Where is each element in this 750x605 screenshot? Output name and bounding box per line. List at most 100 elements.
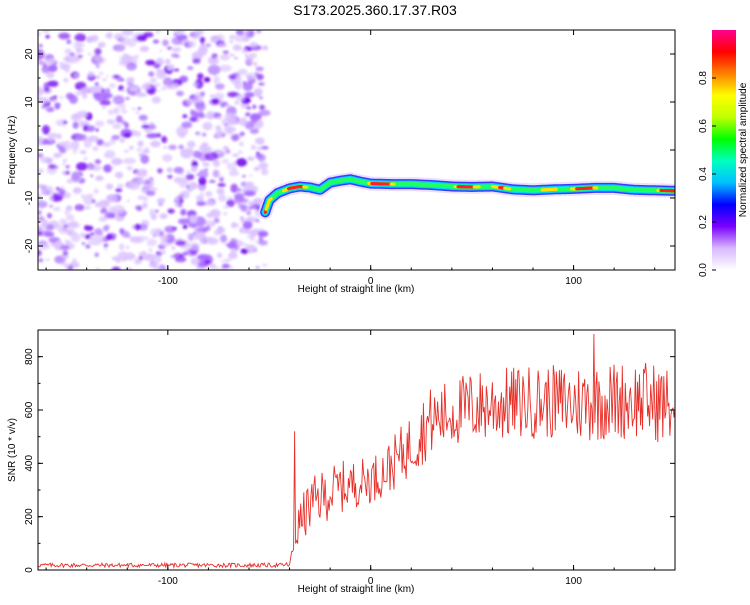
noise-blob <box>70 220 77 228</box>
noise-blob <box>95 159 101 164</box>
noise-blob <box>158 200 162 204</box>
ridge-hot-segment <box>270 199 271 200</box>
noise-blob <box>226 199 235 207</box>
noise-blob <box>254 88 263 96</box>
noise-blob <box>146 190 156 196</box>
noise-blob <box>186 174 194 181</box>
noise-blob <box>208 65 221 75</box>
noise-blob <box>245 182 254 187</box>
noise-blob <box>123 158 136 164</box>
noise-blob <box>126 77 134 83</box>
noise-blob <box>231 135 239 142</box>
noise-blob <box>234 57 238 59</box>
noise-blob <box>126 83 131 87</box>
noise-blob <box>64 210 69 216</box>
colorbar-tick-label: 0.0 <box>698 263 709 277</box>
noise-blob <box>192 58 200 64</box>
noise-blob <box>220 104 225 107</box>
noise-blob <box>83 157 87 160</box>
noise-blob <box>211 210 217 213</box>
noise-blob <box>202 133 207 137</box>
noise-blob <box>138 195 145 200</box>
noise-blob <box>140 180 144 185</box>
noise-blob <box>65 165 70 168</box>
noise-blob <box>167 47 172 50</box>
noise-blob <box>47 80 58 87</box>
noise-blob <box>210 209 221 218</box>
noise-blob <box>187 41 196 48</box>
noise-blob <box>86 125 95 131</box>
noise-blob <box>102 142 110 147</box>
noise-blob <box>174 33 178 36</box>
noise-blob <box>146 133 158 139</box>
noise-blob <box>227 242 236 249</box>
noise-blob <box>93 57 106 64</box>
noise-blob <box>80 150 87 154</box>
noise-blob <box>204 77 211 82</box>
noise-blob <box>256 266 260 268</box>
noise-blob <box>233 45 242 51</box>
spectrogram-x-tick-label: 100 <box>565 276 582 287</box>
noise-blob <box>64 263 70 269</box>
noise-blob <box>205 191 212 197</box>
noise-blob <box>102 78 107 81</box>
colorbar-tick-label: 0.4 <box>698 167 709 181</box>
noise-blob <box>208 237 219 244</box>
noise-blob <box>232 154 239 157</box>
noise-blob <box>246 55 253 64</box>
noise-blob <box>200 192 203 195</box>
snr-x-tick-label: 100 <box>565 576 582 587</box>
noise-blob <box>239 142 244 146</box>
noise-blob <box>123 132 131 137</box>
noise-blob <box>241 117 247 125</box>
noise-blob <box>187 141 196 148</box>
noise-blob <box>76 162 88 171</box>
noise-blob <box>178 218 189 224</box>
noise-blob <box>198 170 208 179</box>
noise-blob <box>103 164 112 172</box>
noise-blob <box>105 34 112 38</box>
noise-blob <box>142 124 150 128</box>
noise-blob <box>241 198 249 202</box>
noise-blob <box>253 200 258 204</box>
noise-blob <box>256 152 260 155</box>
noise-blob <box>238 151 243 154</box>
noise-blob <box>167 209 174 214</box>
noise-blob <box>60 245 69 251</box>
noise-blob <box>180 148 193 158</box>
noise-blob <box>107 234 113 240</box>
noise-blob <box>45 259 50 262</box>
noise-blob <box>176 34 187 40</box>
noise-blob <box>106 183 113 189</box>
noise-blob <box>232 169 237 172</box>
noise-blob <box>49 198 54 201</box>
noise-blob <box>182 114 187 118</box>
noise-blob <box>115 257 120 262</box>
noise-blob <box>87 35 95 42</box>
noise-blob <box>87 242 90 245</box>
noise-blob <box>174 253 184 259</box>
noise-blob <box>200 91 205 96</box>
noise-blob <box>137 207 142 211</box>
noise-blob <box>59 62 64 65</box>
noise-blob <box>95 202 102 207</box>
noise-blob <box>183 225 188 229</box>
noise-blob <box>120 138 125 143</box>
spectrogram-y-tick-label: -10 <box>24 190 35 205</box>
noise-blob <box>258 82 265 85</box>
noise-blob <box>119 243 124 250</box>
noise-blob <box>161 243 166 246</box>
noise-blob <box>105 212 114 218</box>
noise-blob <box>251 145 256 150</box>
noise-blob <box>55 153 62 157</box>
noise-blob <box>216 149 221 153</box>
noise-blob <box>172 47 182 52</box>
noise-blob <box>258 154 266 162</box>
noise-blob <box>155 210 158 213</box>
noise-blob <box>243 221 253 229</box>
noise-blob <box>94 92 108 101</box>
noise-blob <box>47 137 54 141</box>
noise-blob <box>127 200 130 202</box>
noise-blob <box>242 175 246 177</box>
noise-blob <box>126 62 137 70</box>
